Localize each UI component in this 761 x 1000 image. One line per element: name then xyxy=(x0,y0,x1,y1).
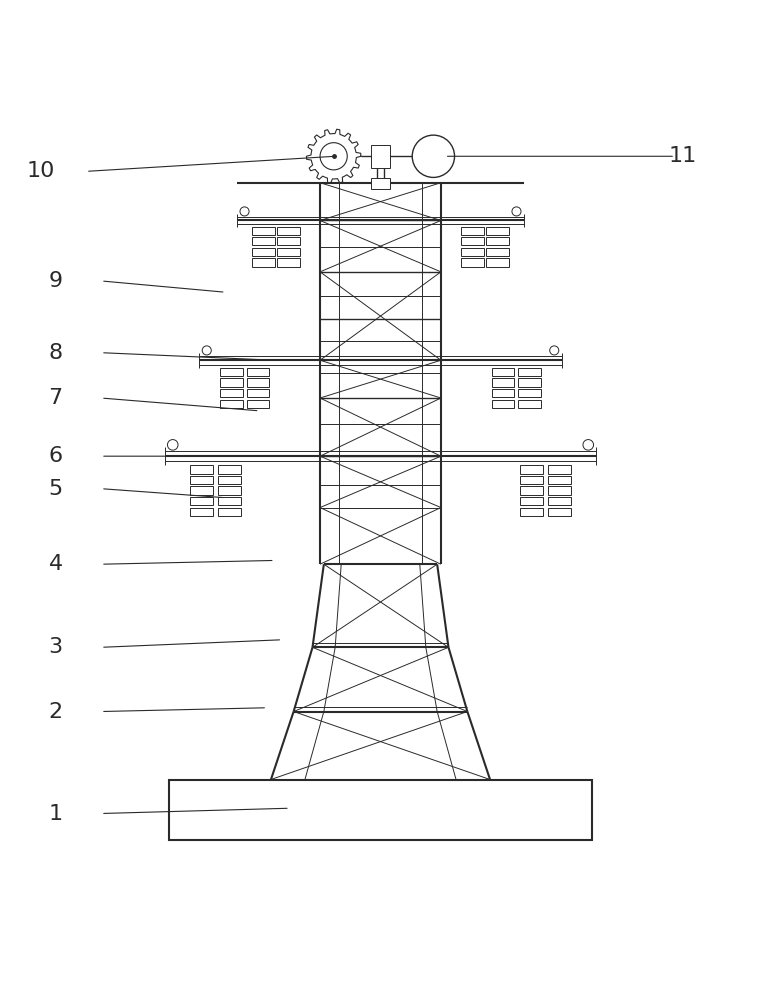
Text: 8: 8 xyxy=(49,343,62,363)
Bar xyxy=(218,465,240,474)
Bar xyxy=(190,508,213,516)
Bar xyxy=(486,237,509,245)
Bar xyxy=(461,258,484,267)
Bar xyxy=(486,248,509,256)
Bar xyxy=(252,237,275,245)
Bar xyxy=(252,248,275,256)
Bar xyxy=(221,368,243,376)
Bar xyxy=(548,486,571,495)
Bar xyxy=(521,486,543,495)
Bar xyxy=(277,248,300,256)
Bar xyxy=(492,400,514,408)
Bar xyxy=(518,389,540,397)
Bar xyxy=(247,368,269,376)
Bar xyxy=(221,400,243,408)
Bar xyxy=(548,465,571,474)
Bar xyxy=(486,227,509,235)
Text: 11: 11 xyxy=(669,146,697,166)
Bar xyxy=(518,368,540,376)
Bar xyxy=(486,258,509,267)
Bar xyxy=(247,378,269,387)
Text: 6: 6 xyxy=(49,446,62,466)
Bar xyxy=(492,368,514,376)
Bar xyxy=(492,389,514,397)
Bar xyxy=(371,178,390,189)
Bar xyxy=(218,497,240,505)
Bar xyxy=(521,476,543,484)
Text: 5: 5 xyxy=(49,479,63,499)
Bar xyxy=(371,145,390,168)
Bar xyxy=(461,248,484,256)
Bar xyxy=(461,237,484,245)
Bar xyxy=(277,227,300,235)
Bar xyxy=(190,497,213,505)
Bar xyxy=(277,258,300,267)
Bar xyxy=(461,227,484,235)
Bar xyxy=(518,400,540,408)
Bar xyxy=(252,258,275,267)
Text: 10: 10 xyxy=(27,161,55,181)
Bar xyxy=(169,780,592,840)
Bar xyxy=(218,486,240,495)
Bar xyxy=(521,508,543,516)
Bar xyxy=(221,378,243,387)
Bar xyxy=(247,400,269,408)
Bar xyxy=(521,497,543,505)
Bar xyxy=(492,378,514,387)
Text: 9: 9 xyxy=(49,271,62,291)
Bar xyxy=(252,227,275,235)
Bar xyxy=(277,237,300,245)
Bar xyxy=(221,389,243,397)
Text: 2: 2 xyxy=(49,702,62,722)
Bar xyxy=(218,508,240,516)
Text: 7: 7 xyxy=(49,388,62,408)
Bar xyxy=(218,476,240,484)
Bar xyxy=(518,378,540,387)
Bar xyxy=(548,476,571,484)
Text: 1: 1 xyxy=(49,804,62,824)
Bar xyxy=(190,476,213,484)
Bar xyxy=(247,389,269,397)
Bar xyxy=(190,486,213,495)
Bar xyxy=(190,465,213,474)
Bar xyxy=(548,508,571,516)
Bar xyxy=(521,465,543,474)
Bar xyxy=(548,497,571,505)
Text: 3: 3 xyxy=(49,637,62,657)
Text: 4: 4 xyxy=(49,554,62,574)
